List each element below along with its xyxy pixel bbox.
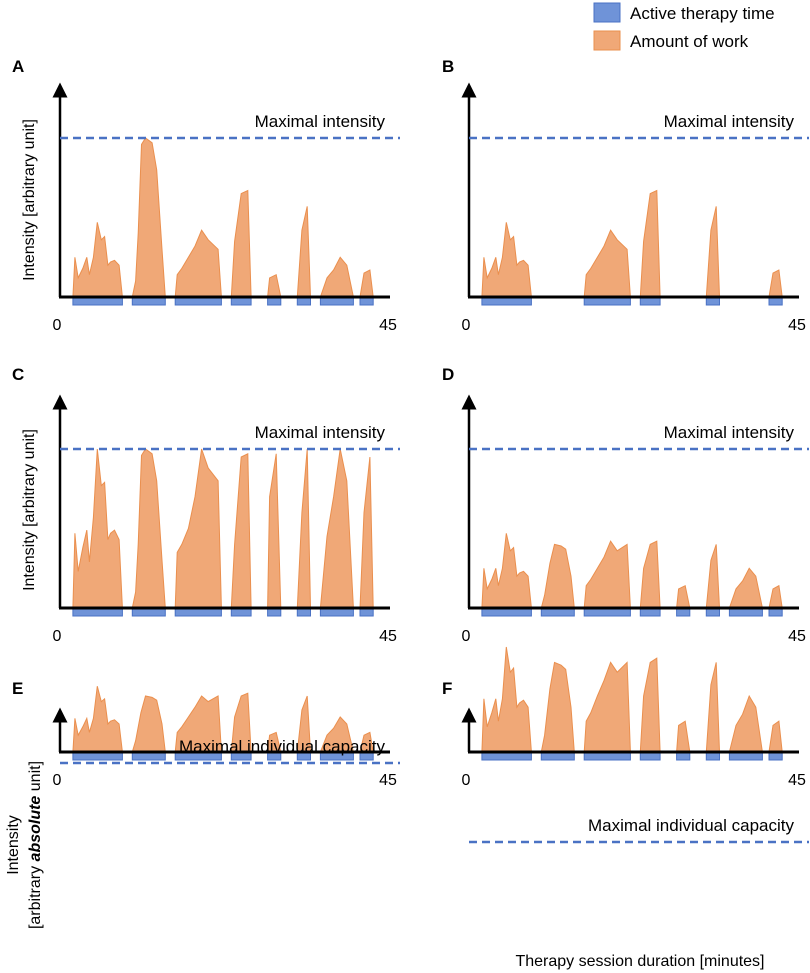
x-axis-label: Therapy session duration [minutes] <box>515 953 764 970</box>
y-axis-label-row3-part-b: absolute <box>27 796 44 862</box>
work-area-a-8 <box>359 269 374 298</box>
x-tick-0-a: 0 <box>53 317 62 334</box>
work-area-a-5 <box>267 273 282 298</box>
panel-f: F Maximal individual capacity 0 45 <box>442 646 809 844</box>
work-area-c-4 <box>230 453 252 609</box>
ref-label-a: Maximal intensity <box>255 112 386 131</box>
panel-label-b: B <box>442 57 454 76</box>
work-area-d-3 <box>583 540 631 609</box>
panel-c: C Maximal intensity 0 45 <box>12 365 400 645</box>
ref-label-c: Maximal intensity <box>255 423 386 442</box>
work-area-a-1 <box>72 222 123 298</box>
work-area-f-4 <box>639 657 661 753</box>
work-area-d-4 <box>639 540 661 609</box>
work-area-f-7 <box>728 694 763 753</box>
work-area-c-5 <box>267 453 282 609</box>
work-area-a-3 <box>174 229 222 298</box>
x-tick-45-f: 45 <box>788 772 806 789</box>
work-area-d-7 <box>728 567 764 609</box>
work-area-b-4 <box>705 206 721 298</box>
work-area-e-2 <box>131 695 166 753</box>
work-area-c-1 <box>72 448 123 609</box>
y-axis-label-row2: Intensity [arbitrary unit] <box>21 429 38 591</box>
legend-label-amount-of-work: Amount of work <box>630 32 749 51</box>
work-area-d-8 <box>768 584 783 609</box>
panel-label-f: F <box>442 679 452 698</box>
x-tick-0-b: 0 <box>462 317 471 334</box>
work-area-b-5 <box>768 269 783 298</box>
y-axis-label-row3-line1: Intensity <box>5 815 22 875</box>
work-area-a-2 <box>131 137 166 298</box>
work-area-d-5 <box>676 584 691 609</box>
work-area-a-6 <box>296 206 312 298</box>
panel-b: B Maximal intensity 0 45 <box>442 57 809 334</box>
x-tick-0-f: 0 <box>462 772 471 789</box>
ref-label-d: Maximal intensity <box>664 423 795 442</box>
panel-e: E Maximal individual capacity 0 45 <box>12 679 400 789</box>
ref-label-e: Maximal individual capacity <box>179 737 385 756</box>
work-area-c-3 <box>174 448 222 609</box>
y-axis-label-row3-part-a: [arbitrary <box>27 861 44 929</box>
x-tick-0-d: 0 <box>462 628 471 645</box>
x-tick-45-a: 45 <box>379 317 397 334</box>
work-area-f-6 <box>705 662 721 753</box>
panel-d: D Maximal intensity 0 45 <box>442 365 809 645</box>
work-area-c-2 <box>131 448 166 609</box>
work-area-f-5 <box>676 720 691 753</box>
legend-swatch-amount-of-work <box>593 30 621 51</box>
work-area-b-3 <box>639 189 661 298</box>
y-axis-label-row3-line2: [arbitrary absolute unit] <box>27 761 44 929</box>
y-axis-label-row3: Intensity [arbitrary absolute unit] <box>5 761 44 929</box>
work-area-f-2 <box>540 661 575 753</box>
panel-label-e: E <box>12 679 23 698</box>
legend-label-active-time: Active therapy time <box>630 4 775 23</box>
ref-label-b: Maximal intensity <box>664 112 795 131</box>
work-area-b-1 <box>481 222 532 298</box>
work-area-a-7 <box>319 256 355 298</box>
legend-swatch-active-time <box>593 2 621 23</box>
work-area-b-2 <box>583 229 631 298</box>
work-area-d-2 <box>540 543 575 609</box>
ref-label-f: Maximal individual capacity <box>588 816 794 835</box>
work-area-c-7 <box>319 448 354 609</box>
panel-label-c: C <box>12 365 24 384</box>
work-area-f-8 <box>768 720 783 753</box>
work-area-d-1 <box>481 533 532 609</box>
panel-a: A Maximal intensity 0 45 <box>12 57 400 334</box>
work-area-f-3 <box>583 661 631 753</box>
y-axis-label-row3-part-c: unit] <box>27 761 44 796</box>
x-tick-0-e: 0 <box>53 772 62 789</box>
work-area-e-3 <box>174 695 222 753</box>
work-area-d-6 <box>705 544 721 609</box>
panel-label-d: D <box>442 365 454 384</box>
legend: Active therapy time Amount of work <box>593 2 775 51</box>
y-axis-label-row1: Intensity [arbitrary unit] <box>21 119 38 281</box>
work-area-a-4 <box>230 189 252 298</box>
work-area-c-8 <box>359 456 374 609</box>
x-tick-45-e: 45 <box>379 772 397 789</box>
x-tick-45-d: 45 <box>788 628 806 645</box>
x-tick-45-b: 45 <box>788 317 806 334</box>
work-area-f-1 <box>481 646 532 753</box>
x-tick-45-c: 45 <box>379 628 397 645</box>
x-tick-0-c: 0 <box>53 628 62 645</box>
work-area-c-6 <box>296 448 312 609</box>
work-area-e-1 <box>72 686 123 753</box>
panel-label-a: A <box>12 57 24 76</box>
